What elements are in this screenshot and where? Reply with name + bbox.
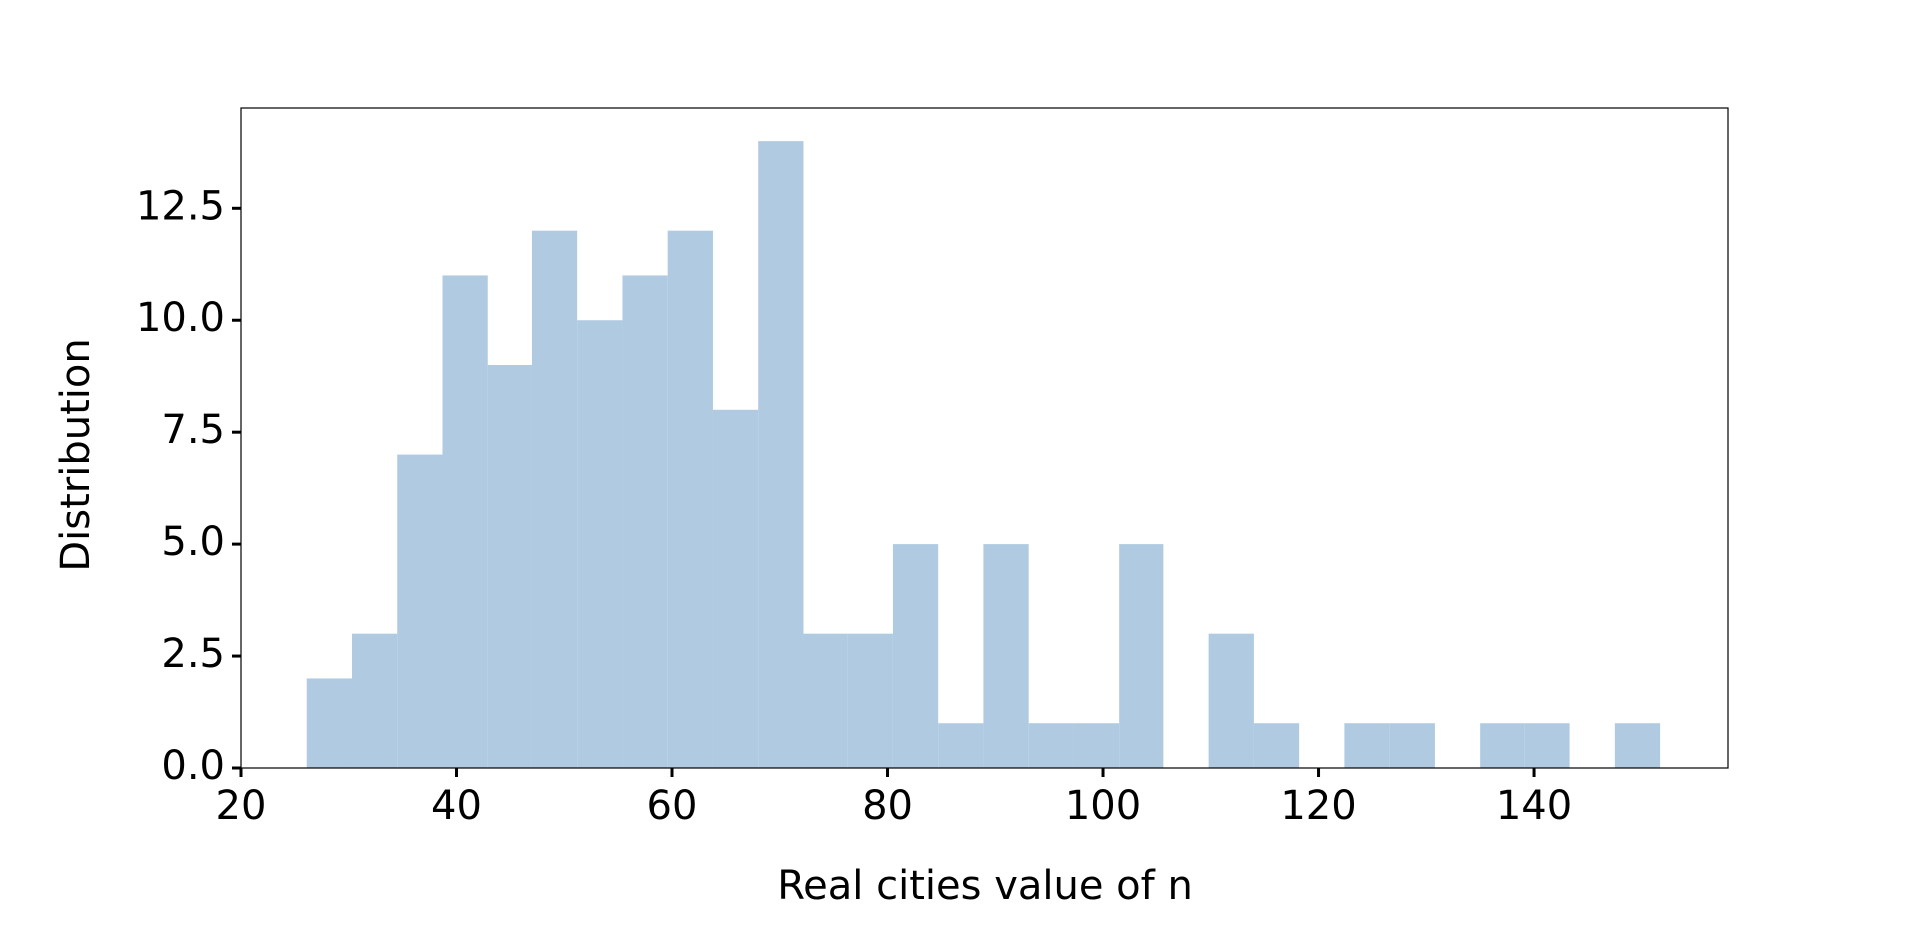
y-tick-label: 10.0 — [136, 295, 225, 341]
bar — [983, 544, 1029, 768]
bar — [531, 230, 578, 768]
x-tick-label: 40 — [431, 783, 482, 829]
y-axis-label: Distribution — [53, 338, 99, 571]
bar — [1073, 723, 1120, 768]
bar — [1480, 723, 1525, 768]
x-tick-label: 140 — [1496, 783, 1572, 829]
bar — [1208, 633, 1254, 768]
bar — [1253, 723, 1300, 768]
bar — [487, 365, 532, 768]
bar — [1119, 544, 1164, 768]
bar — [1028, 723, 1074, 768]
x-tick-label: 80 — [862, 783, 913, 829]
x-tick-label: 100 — [1065, 783, 1141, 829]
y-tick-label: 5.0 — [161, 519, 225, 565]
y-tick-label: 12.5 — [136, 183, 225, 229]
x-tick-label: 120 — [1280, 783, 1356, 829]
bar — [667, 230, 713, 768]
bar — [847, 633, 893, 768]
bar — [306, 678, 352, 768]
bar — [577, 320, 623, 768]
bar — [938, 723, 984, 768]
bar — [892, 544, 939, 768]
y-tick-label: 7.5 — [161, 407, 225, 453]
bar — [758, 141, 804, 768]
bar — [397, 454, 443, 768]
bar — [1344, 723, 1390, 768]
plot-frame — [240, 107, 1729, 769]
y-tick-label: 0.0 — [161, 743, 225, 789]
bar — [1389, 723, 1435, 768]
bar — [1524, 723, 1570, 768]
y-tick-label: 2.5 — [161, 631, 225, 677]
x-tick-label: 60 — [647, 783, 698, 829]
bar — [1614, 723, 1661, 768]
x-tick-label: 20 — [216, 783, 267, 829]
bar — [442, 275, 488, 768]
bar — [803, 633, 848, 768]
x-axis-label: Real cities value of n — [777, 863, 1193, 909]
bar — [712, 409, 759, 768]
bar — [351, 633, 398, 768]
bar — [622, 275, 668, 768]
